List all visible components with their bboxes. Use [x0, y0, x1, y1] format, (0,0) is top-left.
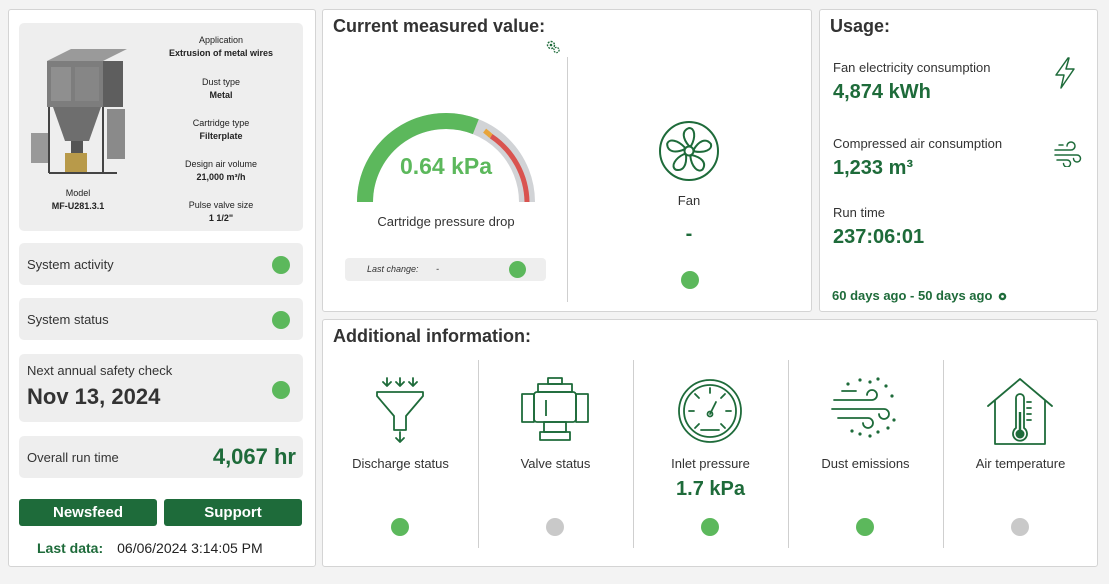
usage-date-range[interactable]: 60 days ago - 50 days ago — [832, 288, 1007, 303]
safety-check-label: Next annual safety check — [27, 363, 173, 378]
valve-status-dot — [546, 518, 564, 536]
safety-check-card: Next annual safety check Nov 13, 2024 — [19, 354, 303, 422]
spec-application: Application Extrusion of metal wires — [168, 35, 274, 58]
last-change-value: - — [436, 264, 439, 274]
valve-icon — [521, 377, 589, 441]
discharge-status-tile: Discharge status — [323, 360, 478, 548]
valve-status-tile: Valve status — [478, 360, 633, 548]
spec-cartridge-type: Cartridge type Filterplate — [192, 118, 250, 141]
system-activity-status-dot — [272, 256, 290, 274]
last-data: Last data: 06/06/2024 3:14:05 PM — [37, 540, 263, 556]
machine-info-card: Model MF-U281.3.1 Application Extrusion o… — [19, 23, 303, 231]
fan-electricity-label: Fan electricity consumption — [833, 60, 991, 75]
overall-run-time-card: Overall run time 4,067 hr — [19, 436, 303, 478]
overall-run-time-label: Overall run time — [27, 450, 119, 465]
usage-title: Usage: — [830, 16, 891, 36]
system-status-label: System status — [27, 312, 109, 327]
last-change-bar: Last change: - — [345, 258, 546, 281]
last-data-label: Last data: — [37, 540, 104, 556]
last-change-status-dot — [509, 261, 526, 278]
dust-wind-icon — [831, 377, 896, 438]
wind-icon — [1054, 141, 1082, 167]
dust-collector-image — [31, 49, 127, 174]
funnel-icon — [376, 377, 424, 443]
range-settings-icon[interactable] — [998, 292, 1007, 301]
section-divider — [567, 57, 568, 302]
gauge-value: 0.64 kPa — [399, 153, 493, 179]
safety-check-date: Nov 13, 2024 — [27, 384, 161, 409]
fan-label: Fan — [677, 193, 701, 208]
last-data-value: 06/06/2024 3:14:05 PM — [117, 540, 263, 556]
pressure-drop-gauge — [357, 113, 535, 203]
settings-gears-icon[interactable] — [545, 39, 561, 55]
dust-emissions-label: Dust emissions — [821, 456, 910, 471]
column-divider — [788, 360, 789, 548]
additional-info-title: Additional information: — [333, 326, 531, 346]
system-activity-label: System activity — [27, 257, 114, 272]
support-button[interactable]: Support — [164, 499, 302, 526]
spec-design-air-volume: Design air volume 21,000 m³/h — [184, 159, 258, 182]
column-divider — [478, 360, 479, 548]
house-thermometer-icon — [987, 378, 1053, 445]
inlet-pressure-value: 1.7 kPa — [676, 478, 745, 500]
air-temperature-dot — [1011, 518, 1029, 536]
run-time-value: 237:06:01 — [833, 226, 925, 248]
compressed-air-label: Compressed air consumption — [833, 136, 1003, 151]
machine-panel: Model MF-U281.3.1 Application Extrusion o… — [8, 9, 316, 567]
last-change-label: Last change: — [367, 264, 419, 274]
compressed-air-value: 1,233 m³ — [833, 157, 914, 179]
discharge-status-label: Discharge status — [352, 456, 449, 471]
fan-status-dot — [681, 271, 699, 289]
valve-status-label: Valve status — [520, 456, 591, 471]
fan-electricity-value: 4,874 kWh — [833, 81, 931, 103]
inlet-pressure-tile: Inlet pressure 1.7 kPa — [633, 360, 788, 548]
column-divider — [943, 360, 944, 548]
air-temperature-label: Air temperature — [975, 456, 1066, 471]
system-status-card: System status — [19, 298, 303, 340]
newsfeed-button[interactable]: Newsfeed — [19, 499, 157, 526]
system-activity-card: System activity — [19, 243, 303, 285]
run-time-label: Run time — [833, 205, 886, 220]
fan-icon — [659, 121, 719, 181]
column-divider — [633, 360, 634, 548]
current-measured-title: Current measured value: — [333, 16, 546, 36]
gauge-label: Cartridge pressure drop — [377, 214, 515, 229]
gauge-fill-arc — [357, 113, 479, 203]
fan-value: - — [685, 223, 693, 245]
inlet-pressure-dot — [701, 518, 719, 536]
spec-dust-type: Dust type Metal — [201, 77, 241, 100]
additional-info-panel: Additional information: Discharge status — [322, 319, 1098, 567]
usage-panel: Usage: Fan electricity consumption 4,874… — [819, 9, 1098, 312]
overall-run-time-value: 4,067 hr — [212, 444, 296, 469]
discharge-status-dot — [391, 518, 409, 536]
pressure-gauge-icon — [678, 379, 742, 443]
system-status-dot — [272, 311, 290, 329]
usage-date-range-text: 60 days ago - 50 days ago — [832, 288, 993, 303]
machine-model: Model MF-U281.3.1 — [51, 188, 105, 211]
dust-emissions-tile: Dust emissions — [788, 360, 943, 548]
lightning-icon — [1055, 57, 1075, 89]
current-measured-panel: Current measured value: 0.64 kPa Cartrid… — [322, 9, 812, 312]
air-temperature-tile: Air temperature — [943, 360, 1098, 548]
dust-emissions-dot — [856, 518, 874, 536]
inlet-pressure-label: Inlet pressure — [671, 456, 750, 471]
spec-pulse-valve-size: Pulse valve size 1 1/2" — [188, 200, 254, 223]
safety-check-status-dot — [272, 381, 290, 399]
